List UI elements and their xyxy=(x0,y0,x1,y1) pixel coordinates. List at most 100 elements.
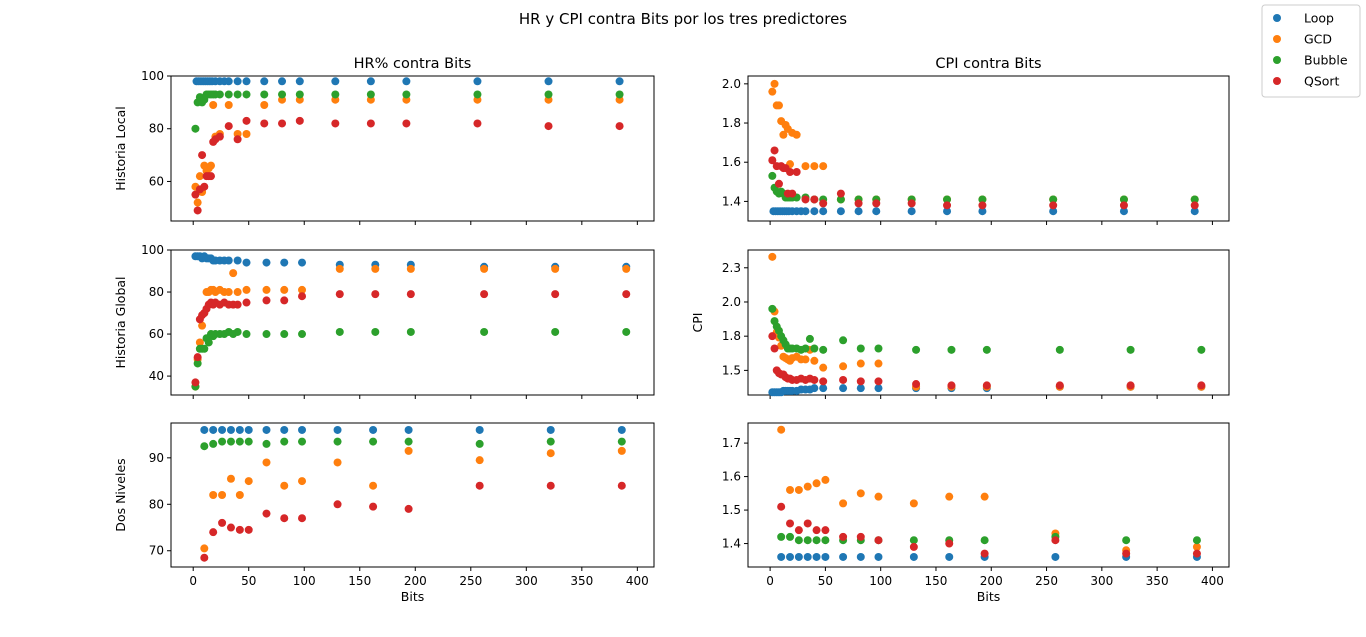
subplot-hr_dos: 0 50 100 150 200 250 300 350 400 70 80 90 Dos Nivele… xyxy=(113,422,655,604)
axes-frame xyxy=(747,75,1230,222)
subplot-title: CPI contra Bits xyxy=(935,56,1041,72)
data-point xyxy=(982,345,991,354)
data-point xyxy=(242,90,251,99)
data-point xyxy=(200,442,209,451)
data-point xyxy=(945,552,954,561)
data-point xyxy=(233,135,242,144)
x-tick-label: 200 xyxy=(404,574,427,588)
data-point xyxy=(193,206,202,215)
data-point xyxy=(839,362,848,371)
data-point xyxy=(909,536,918,545)
data-point xyxy=(546,425,555,434)
data-point xyxy=(803,552,812,561)
data-point xyxy=(280,425,289,434)
data-point xyxy=(295,90,304,99)
data-point xyxy=(801,344,810,353)
data-point xyxy=(280,481,289,490)
data-point xyxy=(242,130,251,138)
data-point xyxy=(551,264,560,273)
data-point xyxy=(978,207,987,216)
data-point xyxy=(801,207,810,216)
legend-label: GCD xyxy=(1304,32,1332,47)
data-point xyxy=(622,264,631,273)
data-point xyxy=(839,499,848,508)
y-tick-label: 1.6 xyxy=(722,155,741,169)
data-point xyxy=(912,345,921,354)
data-point xyxy=(1192,549,1201,558)
data-point xyxy=(233,288,242,297)
data-point xyxy=(262,509,271,518)
data-point xyxy=(1192,542,1201,551)
data-point xyxy=(812,552,821,561)
data-point xyxy=(260,119,269,128)
data-point xyxy=(404,446,413,455)
data-point xyxy=(945,492,954,501)
data-point xyxy=(836,189,845,198)
data-point xyxy=(909,542,918,551)
data-point xyxy=(615,122,624,131)
y-tick-label: 60 xyxy=(149,174,164,188)
data-point xyxy=(810,162,819,171)
data-point xyxy=(546,481,555,490)
data-point xyxy=(191,190,200,199)
data-point xyxy=(777,502,786,511)
data-point xyxy=(1190,195,1199,204)
data-point xyxy=(839,336,848,345)
data-point xyxy=(836,207,845,216)
data-point xyxy=(226,437,235,446)
data-point xyxy=(280,258,289,267)
x-axis-label: Bits xyxy=(977,589,1000,604)
legend-marker xyxy=(1273,56,1281,64)
x-tick-label: 50 xyxy=(818,574,833,588)
data-point xyxy=(821,475,830,484)
series-loop xyxy=(191,252,631,271)
data-point xyxy=(615,77,624,86)
data-point xyxy=(1049,207,1058,216)
data-point xyxy=(278,119,287,128)
data-point xyxy=(475,439,484,448)
data-point xyxy=(812,479,821,488)
y-tick-label: 2.0 xyxy=(722,77,741,91)
data-point xyxy=(821,552,830,561)
data-point xyxy=(366,119,375,128)
data-point xyxy=(280,437,289,446)
data-point xyxy=(803,482,812,491)
series-qsort xyxy=(191,290,631,387)
data-point xyxy=(943,201,952,210)
data-point xyxy=(333,437,342,446)
data-point xyxy=(406,290,415,299)
data-point xyxy=(262,296,271,305)
data-point xyxy=(331,77,340,86)
data-point xyxy=(229,269,238,278)
data-point xyxy=(475,425,484,434)
y-tick-label: 100 xyxy=(141,243,164,257)
data-point xyxy=(335,264,344,273)
data-point xyxy=(819,363,828,372)
data-point xyxy=(803,519,812,528)
data-point xyxy=(1126,381,1135,390)
x-tick-label: 350 xyxy=(1146,574,1169,588)
y-tick-label: 70 xyxy=(149,544,164,558)
data-point xyxy=(235,425,244,434)
data-point xyxy=(810,375,819,384)
x-tick-label: 100 xyxy=(293,574,316,588)
legend-label: Loop xyxy=(1304,11,1334,26)
data-point xyxy=(209,439,218,448)
y-axis-label: Historia Global xyxy=(113,276,128,368)
y-tick-label: 1.6 xyxy=(722,470,741,484)
data-point xyxy=(777,425,786,434)
data-point xyxy=(812,536,821,545)
legend-entry-gcd: GCD xyxy=(1273,32,1332,47)
data-point xyxy=(260,101,269,109)
data-point xyxy=(810,344,819,353)
data-point xyxy=(856,489,865,498)
data-point xyxy=(1051,536,1060,545)
series-qsort xyxy=(191,116,624,215)
data-point xyxy=(233,90,242,99)
legend-label: QSort xyxy=(1304,74,1340,89)
data-point xyxy=(198,321,207,330)
data-point xyxy=(1119,207,1128,216)
data-point xyxy=(224,256,233,265)
y-tick-label: 1.7 xyxy=(722,436,741,450)
